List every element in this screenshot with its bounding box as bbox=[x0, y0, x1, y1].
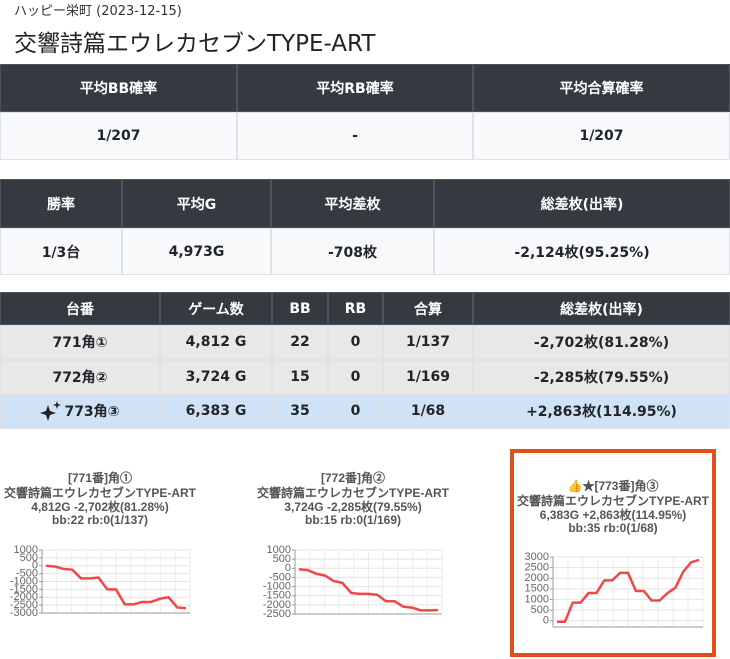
chart-title-line: [771番]角① bbox=[67, 471, 132, 485]
y-tick-label: -3000 bbox=[10, 607, 38, 619]
table-cell: -2,702枚(81.28%) bbox=[473, 325, 730, 360]
data-line bbox=[298, 567, 439, 612]
chart-title-line: 4,812G -2,702枚(81.28%) bbox=[31, 500, 169, 514]
y-tick-label: -2500 bbox=[263, 608, 291, 620]
y-tick-label: 1000 bbox=[525, 593, 549, 605]
table-header: 総差枚(出率) bbox=[473, 292, 730, 325]
table-cell: 4,812 G bbox=[160, 325, 272, 360]
table-cell: 1/3台 bbox=[0, 228, 122, 275]
chart-title-line: 6,383G +2,863枚(114.95%) bbox=[539, 508, 687, 522]
data-line bbox=[557, 558, 700, 623]
table-cell: 0 bbox=[328, 394, 383, 429]
table-cell: 773角③ bbox=[0, 394, 160, 429]
table-header: 合算 bbox=[383, 292, 473, 325]
y-tick-label: 1000 bbox=[14, 544, 38, 556]
y-tick-label: -1000 bbox=[263, 580, 291, 592]
table-cell: -2,285枚(79.55%) bbox=[473, 359, 730, 394]
table-cell: -708枚 bbox=[271, 228, 434, 275]
y-tick-label: -1500 bbox=[263, 590, 291, 602]
table-cell: 772角② bbox=[0, 359, 160, 394]
chart-card: [772番]角② 交響詩篇エウレカセブンTYPE-ART 3,724G -2,285… bbox=[253, 447, 453, 645]
y-tick-label: 2000 bbox=[525, 572, 549, 584]
chart-title-line: 交響詩篇エウレカセブンTYPE-ART bbox=[516, 493, 709, 508]
chart-title-line: 交響詩篇エウレカセブンTYPE-ART bbox=[256, 485, 449, 500]
table-cell: +2,863枚(114.95%) bbox=[473, 394, 730, 429]
y-tick-label: -1500 bbox=[10, 583, 38, 595]
chart-title-line: 👍★[773番]角③ bbox=[567, 479, 659, 493]
chart-title-line: bb:22 rb:0(1/137) bbox=[51, 512, 149, 527]
table-header: 平均BB確率 bbox=[0, 64, 237, 112]
table-header: ゲーム数 bbox=[160, 292, 272, 325]
y-tick-label: 500 bbox=[20, 552, 38, 564]
y-tick-label: 3000 bbox=[525, 551, 549, 563]
y-tick-label: 0 bbox=[285, 562, 291, 574]
table-cell: 4,973G bbox=[122, 228, 271, 275]
y-tick-label: 500 bbox=[273, 553, 291, 565]
table-cell: 1/137 bbox=[383, 325, 473, 360]
y-tick-label: 500 bbox=[531, 604, 549, 616]
y-tick-label: -2000 bbox=[263, 599, 291, 611]
table-cell: 35 bbox=[272, 394, 328, 429]
table-cell: 6,383 G bbox=[160, 394, 272, 429]
table-cell: 22 bbox=[272, 325, 328, 360]
table-cell: 1/207 bbox=[0, 112, 237, 160]
y-tick-label: 2500 bbox=[525, 562, 549, 574]
table-header: 平均合算確率 bbox=[473, 64, 730, 112]
table-cell: 1/207 bbox=[473, 112, 730, 160]
table-header: RB bbox=[328, 292, 383, 325]
table-cell: 1/68 bbox=[383, 394, 473, 429]
y-tick-label: -500 bbox=[16, 568, 38, 580]
table-cell: 0 bbox=[328, 359, 383, 394]
table-cell: 1/169 bbox=[383, 359, 473, 394]
table-cell: 15 bbox=[272, 359, 328, 394]
y-tick-label: -2500 bbox=[10, 599, 38, 611]
chart-title-line: 交響詩篇エウレカセブンTYPE-ART bbox=[3, 485, 196, 500]
table-header: 平均RB確率 bbox=[237, 64, 473, 112]
table-header: 台番 bbox=[0, 292, 160, 325]
y-tick-label: 1500 bbox=[525, 583, 549, 595]
data-line bbox=[45, 564, 187, 610]
table-cell: 0 bbox=[328, 325, 383, 360]
y-tick-label: 0 bbox=[543, 615, 549, 627]
chart-title-line: bb:35 rb:0(1/68) bbox=[568, 520, 658, 535]
table-header: 総差枚(出率) bbox=[434, 179, 730, 228]
chart-title-line: 3,724G -2,285枚(79.55%) bbox=[284, 500, 422, 514]
page-title: 交響詩篇エウレカセブンTYPE-ART bbox=[14, 31, 376, 57]
machine-name: 773角③ bbox=[64, 404, 120, 421]
table-cell: - bbox=[237, 112, 473, 160]
table-header: BB bbox=[272, 292, 328, 325]
table-cell: 3,724 G bbox=[160, 359, 272, 394]
y-tick-label: 1000 bbox=[267, 544, 291, 556]
chart-title-line: bb:15 rb:0(1/169) bbox=[304, 512, 402, 527]
y-tick-label: -1000 bbox=[10, 575, 38, 587]
chart-card: [771番]角① 交響詩篇エウレカセブンTYPE-ART 4,812G -2,702… bbox=[0, 447, 200, 645]
y-tick-label: 0 bbox=[32, 560, 38, 572]
table-cell: -2,124枚(95.25%) bbox=[434, 228, 730, 275]
y-tick-label: -500 bbox=[269, 571, 291, 583]
table-header: 平均差枚 bbox=[271, 179, 434, 228]
chart-title-line: [772番]角② bbox=[320, 471, 385, 485]
y-tick-label: -2000 bbox=[10, 591, 38, 603]
table-cell: 771角① bbox=[0, 325, 160, 360]
chart-card: 👍★[773番]角③ 交響詩篇エウレカセブンTYPE-ART 6,383G +2,8… bbox=[510, 449, 716, 657]
table-header: 勝率 bbox=[0, 179, 122, 228]
store-date: ハッピー栄町 (2023-12-15) bbox=[14, 4, 182, 19]
table-header: 平均G bbox=[122, 179, 271, 228]
